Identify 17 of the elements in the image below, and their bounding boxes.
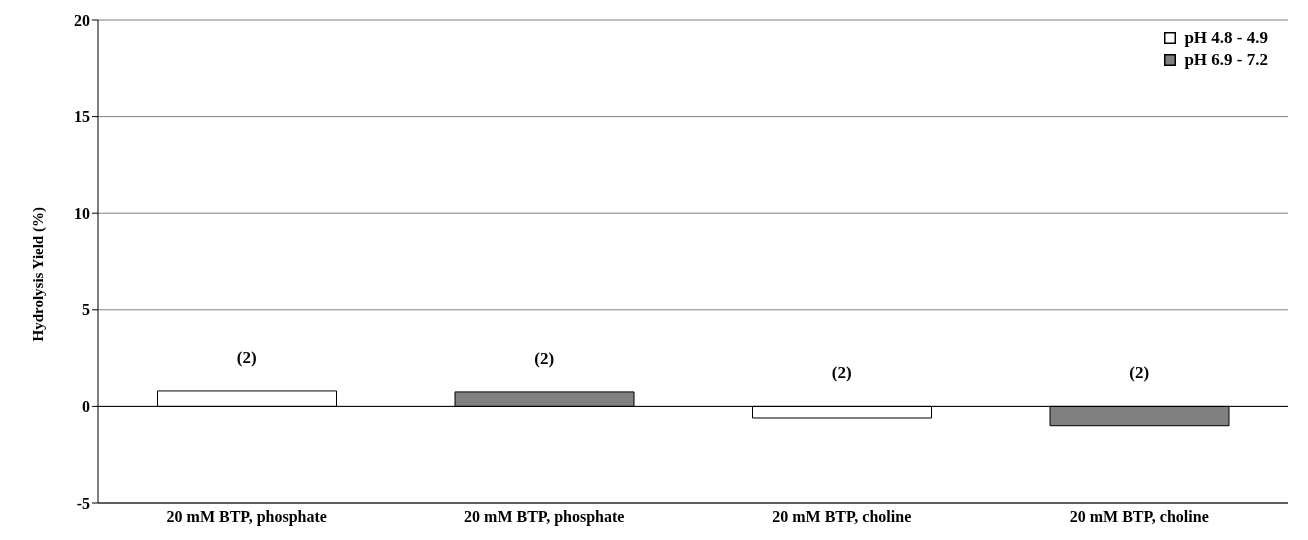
y-tick-label: 20 xyxy=(74,11,90,29)
y-axis-title: Hydrolysis Yield (%) xyxy=(30,207,48,342)
y-tick-label: 5 xyxy=(82,301,90,319)
annotation: (2) xyxy=(534,348,555,368)
legend-label: pH 4.8 - 4.9 xyxy=(1184,28,1268,48)
y-tick-label: 10 xyxy=(74,204,90,222)
x-tick-label: 20 mM BTP, choline xyxy=(1069,508,1209,526)
x-tick-label: 20 mM BTP, phosphate xyxy=(166,508,327,527)
y-tick-label: 15 xyxy=(74,108,90,126)
y-tick-label: -5 xyxy=(76,494,90,512)
x-tick-label: 20 mM BTP, choline xyxy=(772,508,912,526)
legend-label: pH 6.9 - 7.2 xyxy=(1184,50,1268,70)
annotation: (2) xyxy=(831,363,852,383)
annotation: (2) xyxy=(1129,363,1150,383)
annotation: (2) xyxy=(236,347,257,367)
y-tick-label: 0 xyxy=(82,398,90,416)
x-tick-label: 20 mM BTP, phosphate xyxy=(464,508,625,527)
